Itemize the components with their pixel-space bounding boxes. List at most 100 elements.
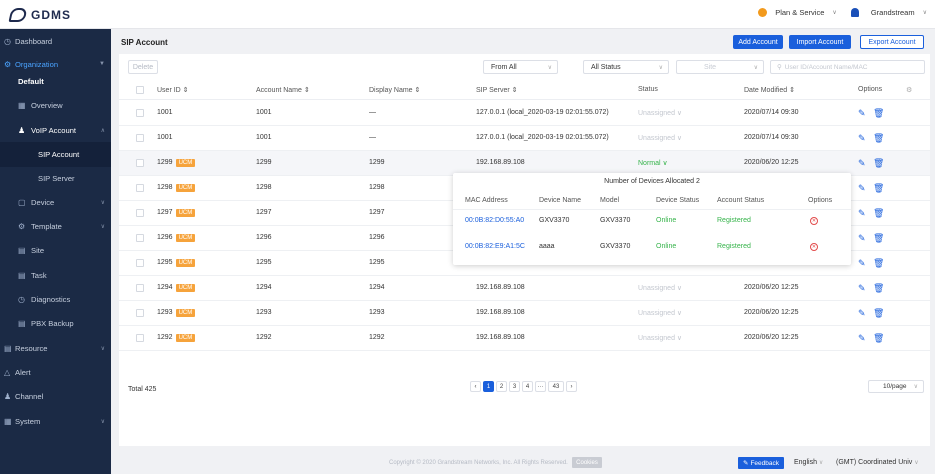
settings-gear-icon[interactable]: ⚙ (906, 87, 913, 94)
top-bar: GDMS Plan & Service ∨ Grandstream ∨ (0, 0, 935, 29)
sidebar-item-voip-account[interactable]: ♟ VoIP Account ∧ (18, 125, 105, 135)
delete-icon[interactable]: 🗑 (873, 133, 885, 143)
delete-icon[interactable]: 🗑 (873, 258, 885, 268)
col-sip-server[interactable]: SIP Server ⇕ (476, 87, 518, 94)
sidebar-item-diagnostics[interactable]: ◷ Diagnostics (18, 294, 71, 304)
col-user-id[interactable]: User ID ⇕ (157, 87, 189, 94)
bell-icon[interactable] (850, 8, 859, 17)
cell-sip-server: 127.0.0.1 (local_2020-03-19 02:01:55.072… (476, 134, 609, 141)
sidebar-item-alert[interactable]: △ Alert (4, 367, 31, 377)
edit-icon[interactable]: ✎ (858, 258, 866, 268)
chevron-down-icon: ∨ (658, 64, 663, 71)
sidebar-item-site[interactable]: ▤ Site (18, 245, 45, 255)
edit-icon[interactable]: ✎ (858, 183, 866, 193)
row-checkbox[interactable] (136, 259, 144, 267)
next-page-button[interactable]: › (566, 381, 577, 392)
col-display-name[interactable]: Display Name ⇕ (369, 87, 421, 94)
row-checkbox[interactable] (136, 109, 144, 117)
cookies-button[interactable]: Cookies (572, 457, 602, 468)
sidebar-item-template[interactable]: ⚙ Template ∨ (18, 221, 105, 231)
delete-icon[interactable]: 🗑 (873, 158, 885, 168)
delete-button[interactable]: Delete (128, 60, 158, 74)
sidebar-item-sip-server[interactable]: SIP Server (38, 173, 75, 183)
unassign-icon[interactable]: ✕ (810, 217, 818, 225)
feedback-label: Feedback (750, 459, 779, 467)
sidebar-item-task[interactable]: ▤ Task (18, 270, 47, 280)
delete-icon[interactable]: 🗑 (873, 233, 885, 243)
sidebar-item-device[interactable]: ▢ Device ∨ (18, 197, 105, 207)
add-account-button[interactable]: Add Account (733, 35, 783, 49)
timezone-select[interactable]: (GMT) Coordinated Univ ∨ (836, 459, 919, 466)
edit-icon[interactable]: ✎ (858, 333, 866, 343)
delete-icon[interactable]: 🗑 (873, 283, 885, 293)
prev-page-button[interactable]: ‹ (470, 381, 481, 392)
row-checkbox[interactable] (136, 284, 144, 292)
status-filter-select[interactable]: All Status ∨ (583, 60, 669, 74)
search-input[interactable]: ⚲ User ID/Account Name/MAC (770, 60, 925, 74)
sidebar-item-pbx-backup[interactable]: ▤ PBX Backup (18, 318, 74, 328)
col-account-name[interactable]: Account Name ⇕ (256, 87, 310, 94)
delete-icon[interactable]: 🗑 (873, 183, 885, 193)
plan-service-menu[interactable]: Plan & Service (775, 8, 825, 17)
row-checkbox[interactable] (136, 234, 144, 242)
col-date-modified[interactable]: Date Modified ⇕ (744, 87, 795, 94)
gdms-logo[interactable]: GDMS (8, 7, 71, 23)
brand-name: GDMS (31, 8, 71, 22)
delete-icon[interactable]: 🗑 (873, 308, 885, 318)
sidebar-item-dashboard[interactable]: ◷ Dashboard (4, 36, 53, 46)
device-name: GXV3370 (539, 217, 570, 224)
select-all-checkbox[interactable] (136, 86, 144, 94)
page-43-button[interactable]: 43 (548, 381, 564, 392)
row-checkbox[interactable] (136, 159, 144, 167)
page-3-button[interactable]: 3 (509, 381, 520, 392)
delete-icon[interactable]: 🗑 (873, 108, 885, 118)
user-menu[interactable]: Grandstream (870, 8, 915, 17)
edit-icon[interactable]: ✎ (858, 133, 866, 143)
row-checkbox[interactable] (136, 334, 144, 342)
edit-icon[interactable]: ✎ (858, 283, 866, 293)
page-4-button[interactable]: 4 (522, 381, 533, 392)
edit-icon[interactable]: ✎ (858, 108, 866, 118)
feedback-button[interactable]: ✎ Feedback (738, 457, 784, 469)
row-checkbox[interactable] (136, 134, 144, 142)
page-2-button[interactable]: 2 (496, 381, 507, 392)
sidebar-item-system[interactable]: ▦ System ∨ (4, 416, 105, 426)
row-checkbox[interactable] (136, 209, 144, 217)
from-filter-select[interactable]: From All ∨ (483, 60, 558, 74)
edit-icon[interactable]: ✎ (858, 308, 866, 318)
dashboard-icon: ◷ (4, 36, 11, 46)
delete-icon[interactable]: 🗑 (873, 208, 885, 218)
site-filter-select[interactable]: Site ∨ (676, 60, 764, 74)
cell-status[interactable]: Unassigned ∨ (638, 285, 683, 292)
pagination: ‹ 1 2 3 4 ··· 43 › (470, 381, 577, 392)
cell-status[interactable]: Normal ∨ (638, 160, 668, 167)
sidebar-item-channel[interactable]: ♟ Channel (4, 391, 44, 401)
sidebar-item-default-org[interactable]: Default (18, 76, 44, 86)
mac-link[interactable]: 00:0B:82:E9:A1:5C (465, 243, 525, 250)
row-checkbox[interactable] (136, 309, 144, 317)
edit-icon[interactable]: ✎ (858, 158, 866, 168)
mac-link[interactable]: 00:0B:82:D0:55:A0 (465, 217, 525, 224)
edit-icon[interactable]: ✎ (858, 208, 866, 218)
cell-status[interactable]: Unassigned ∨ (638, 110, 683, 117)
cell-status[interactable]: Unassigned ∨ (638, 310, 683, 317)
cell-user-id: 1295 UCM (157, 259, 196, 267)
sidebar-item-sip-account[interactable]: SIP Account (0, 142, 111, 167)
sidebar-item-organization[interactable]: ⚙ Organization ▼ (4, 59, 105, 69)
row-checkbox[interactable] (136, 184, 144, 192)
page-size-select[interactable]: 10/page ∨ (868, 380, 924, 393)
sidebar-item-resource[interactable]: ▤ Resource ∨ (4, 343, 105, 353)
sidebar: ◷ Dashboard ⚙ Organization ▼ Default ▦ O… (0, 29, 111, 474)
import-account-button[interactable]: Import Account (789, 35, 851, 49)
organization-icon: ⚙ (4, 59, 12, 69)
unassign-icon[interactable]: ✕ (810, 243, 818, 251)
language-select[interactable]: English ∨ (794, 459, 823, 466)
sidebar-item-overview[interactable]: ▦ Overview (18, 100, 63, 110)
delete-icon[interactable]: 🗑 (873, 333, 885, 343)
page-1-button[interactable]: 1 (483, 381, 494, 392)
cell-status[interactable]: Unassigned ∨ (638, 135, 683, 142)
export-account-button[interactable]: Export Account (860, 35, 924, 49)
cell-status[interactable]: Unassigned ∨ (638, 335, 683, 342)
edit-icon[interactable]: ✎ (858, 233, 866, 243)
more-pages-button[interactable]: ··· (535, 381, 546, 392)
